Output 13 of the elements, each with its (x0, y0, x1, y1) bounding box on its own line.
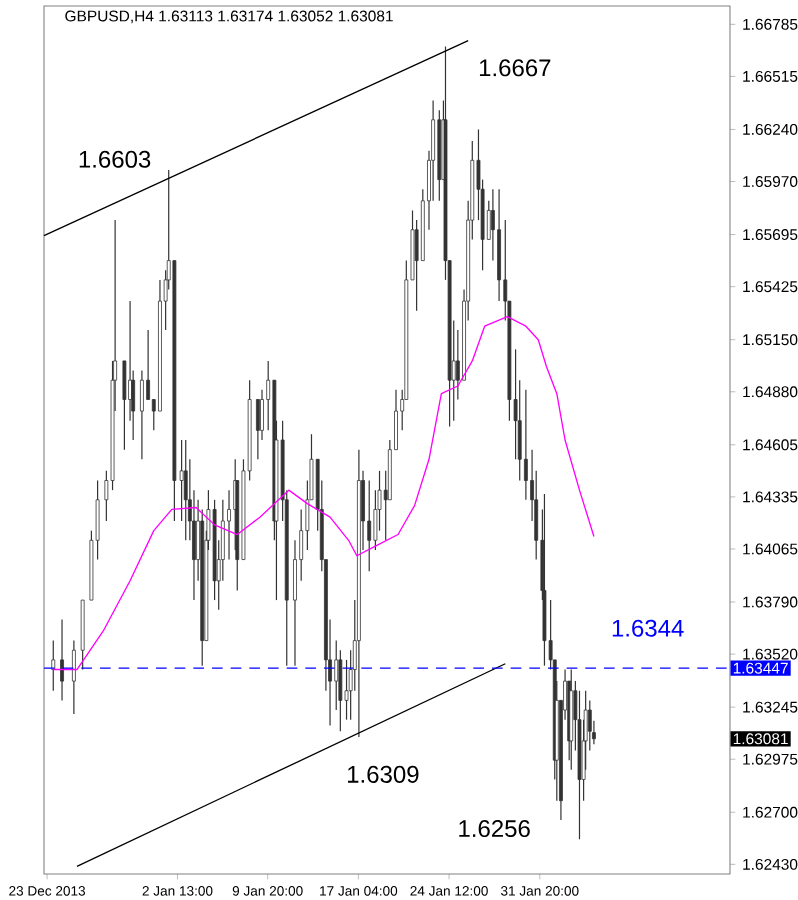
annotation: 1.6256 (459, 820, 530, 838)
candlestick (338, 649, 343, 732)
annotation: 1.6309 (348, 765, 419, 783)
candlestick (255, 398, 260, 460)
candlestick (60, 618, 64, 701)
candlestick (367, 479, 372, 572)
candlestick (140, 369, 144, 460)
annotation: 1.6667 (479, 59, 551, 77)
candlestick (71, 639, 76, 715)
annotation: 1.6603 (79, 150, 151, 168)
annotation: 1.6344 (612, 619, 684, 637)
candlestick (51, 639, 56, 692)
candlestick (183, 439, 188, 541)
